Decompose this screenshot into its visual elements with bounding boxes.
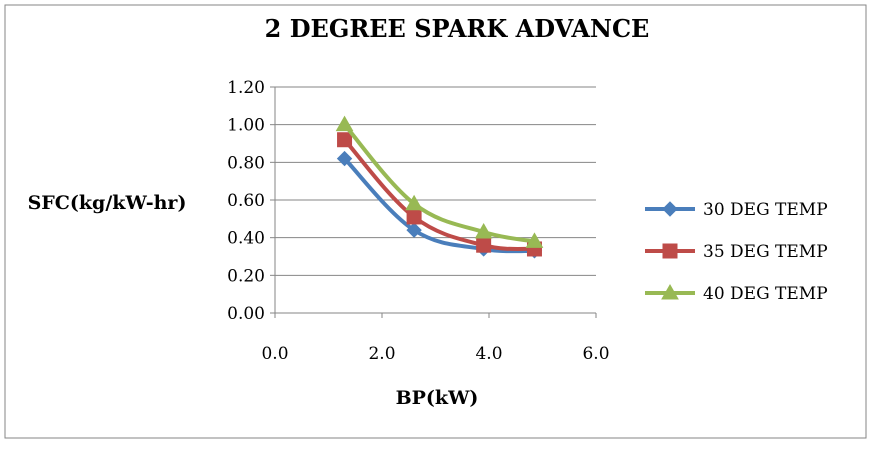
y-tick-label: 0.80 — [227, 153, 265, 173]
x-tick-label: 4.0 — [475, 344, 502, 364]
y-tick-label: 0.40 — [227, 229, 265, 249]
x-tick-label: 6.0 — [582, 344, 609, 364]
y-tick-label: 0.60 — [227, 191, 265, 211]
y-axis-title: SFC(kg/kW-hr) — [28, 192, 187, 214]
series-line — [342, 137, 537, 251]
chart-title: 2 DEGREE SPARK ADVANCE — [265, 14, 650, 43]
series-line — [342, 156, 537, 254]
x-axis-title: BP(kW) — [396, 387, 479, 409]
x-tick-label: 2.0 — [368, 344, 395, 364]
data-point — [405, 194, 423, 211]
series-layer — [335, 115, 544, 259]
legend-label: 35 DEG TEMP — [703, 242, 828, 262]
series-line — [342, 122, 537, 244]
chart-border — [4, 4, 867, 439]
legend-item: 35 DEG TEMP — [645, 242, 828, 262]
legend-label: 40 DEG TEMP — [703, 284, 828, 304]
y-tick-label: 0.00 — [227, 304, 265, 324]
data-point — [336, 150, 353, 167]
legend-item: 30 DEG TEMP — [645, 200, 828, 220]
axis-layer — [270, 86, 597, 318]
data-point — [474, 223, 493, 239]
y-tick-label: 0.20 — [227, 266, 265, 286]
data-point — [525, 232, 544, 248]
series-3 — [335, 115, 544, 248]
legend-label: 30 DEG TEMP — [703, 200, 828, 220]
x-tick-label: 0.0 — [261, 344, 288, 364]
data-point — [335, 115, 354, 132]
data-point — [337, 132, 353, 148]
data-point — [406, 209, 422, 225]
y-tick-label: 1.20 — [227, 78, 265, 98]
grid-layer — [275, 86, 596, 276]
y-tick-label: 1.00 — [227, 116, 265, 136]
legend-marker — [661, 283, 679, 300]
legend: 30 DEG TEMP 35 DEG TEMP 40 DEG TEMP — [645, 200, 828, 304]
legend-item: 40 DEG TEMP — [645, 283, 828, 304]
data-point — [406, 222, 422, 238]
legend-marker — [662, 201, 678, 217]
tick-labels: 0.00 0.20 0.40 0.60 0.80 1.00 1.20 0.0 2.0 4.0 6.0 — [227, 78, 609, 364]
data-point — [476, 237, 492, 253]
legend-marker — [662, 243, 678, 259]
